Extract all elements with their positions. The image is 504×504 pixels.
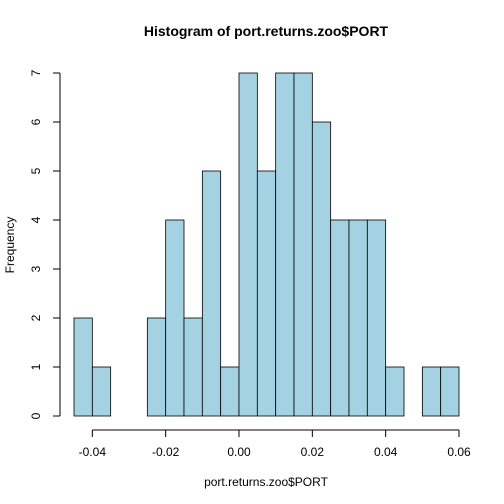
x-tick-label-0: -0.04 (79, 445, 107, 459)
histogram-bar-0 (73, 317, 93, 417)
y-axis: 0 1 2 3 4 5 6 7 (29, 69, 61, 419)
y-tick-label-1: 1 (29, 363, 43, 370)
x-tick-label-5: 0.06 (447, 445, 471, 459)
histogram-bar-17 (385, 366, 405, 417)
chart-title: Histogram of port.returns.zoo$PORT (144, 23, 389, 39)
x-tick-label-3: 0.02 (301, 445, 325, 459)
histogram-bar-6 (183, 317, 203, 417)
histogram-bar-4 (146, 317, 167, 417)
histogram-bar-10 (256, 170, 277, 417)
x-axis-label: port.returns.zoo$PORT (204, 475, 329, 489)
y-tick-label-4: 4 (29, 216, 43, 223)
histogram-bar-13 (311, 121, 332, 417)
x-tick-label-2: 0.00 (227, 445, 251, 459)
y-tick-label-0: 0 (29, 412, 43, 419)
histogram-bar-16 (366, 219, 387, 417)
histogram-bar-1 (91, 366, 112, 417)
y-tick-label-7: 7 (29, 69, 43, 76)
y-tick-label-5: 5 (29, 167, 43, 174)
y-axis-label: Frequency (3, 217, 17, 274)
histogram-bar-8 (220, 366, 240, 417)
x-tick-label-1: -0.02 (152, 445, 180, 459)
histogram-bar-19 (421, 366, 442, 417)
y-tick-label-6: 6 (29, 118, 43, 125)
bars-group (73, 72, 460, 417)
histogram-bar-5 (165, 219, 185, 417)
x-axis: -0.04 -0.02 0.00 0.02 0.04 0.06 (79, 429, 471, 459)
x-tick-label-4: 0.04 (374, 445, 398, 459)
histogram-bar-7 (201, 170, 222, 417)
histogram-bar-15 (348, 219, 368, 417)
histogram-bar-14 (330, 219, 350, 417)
y-tick-label-2: 2 (29, 314, 43, 321)
histogram-bar-11 (275, 72, 295, 417)
y-tick-label-3: 3 (29, 265, 43, 272)
histogram-bar-20 (440, 366, 460, 417)
histogram-bar-12 (293, 72, 313, 417)
histogram-bar-9 (238, 72, 258, 417)
